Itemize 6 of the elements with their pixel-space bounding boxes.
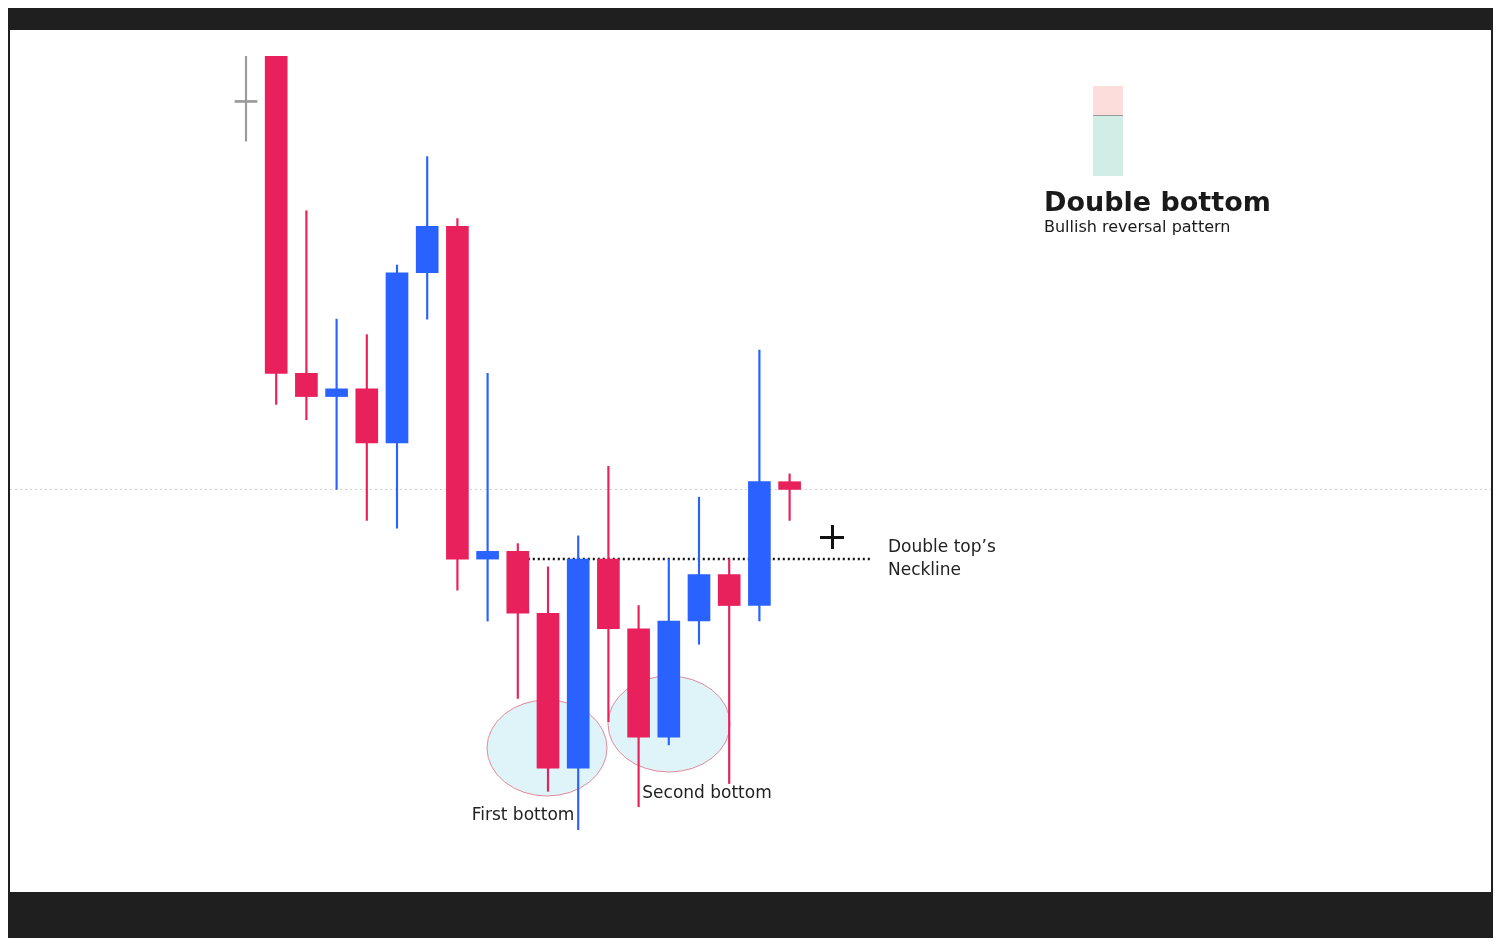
candlestick (476, 373, 499, 622)
text: Double bottom (1044, 186, 1271, 218)
annotation: Second bottom (642, 782, 772, 803)
annotation: First bottom (471, 804, 575, 825)
ref-line-label: Double top’s Neckline (888, 535, 996, 579)
text: Bullish reversal pattern (1044, 217, 1232, 236)
